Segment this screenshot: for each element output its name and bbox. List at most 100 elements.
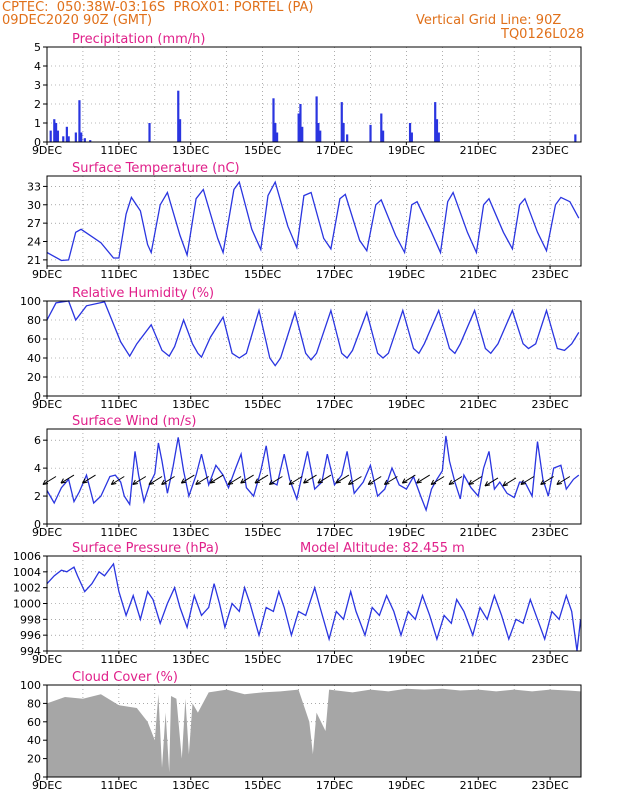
- wind-arrow-head: [317, 478, 323, 484]
- precip-bar: [74, 132, 77, 142]
- x-tick-label: 13DEC: [172, 144, 209, 157]
- precip-bar: [89, 140, 92, 142]
- precip-bar: [437, 132, 440, 142]
- x-tick-label: 9DEC: [32, 144, 62, 157]
- wind-arrow-head: [82, 478, 88, 484]
- x-tick-label: 15DEC: [244, 268, 281, 281]
- precip-bar: [408, 123, 412, 142]
- wind-arrow-shaft: [384, 476, 398, 485]
- y-tick-label: 3: [34, 79, 41, 92]
- x-tick-label: 21DEC: [460, 268, 497, 281]
- y-tick-label: 1: [34, 117, 41, 130]
- y-tick-label: 1002: [13, 582, 41, 595]
- precip-bar: [54, 123, 58, 142]
- wind-arrow: [227, 476, 242, 485]
- precip-bar: [381, 130, 385, 142]
- wind-arrow: [367, 476, 382, 485]
- wind-arrow: [161, 476, 175, 485]
- x-tick-label: 21DEC: [460, 526, 497, 539]
- y-tick-label: 996: [20, 629, 41, 642]
- wind-arrow-shaft: [502, 477, 517, 487]
- panel-4: 994 996 998 1000 1002 1004 1006 9DEC 11DEC 13DEC 1…: [13, 541, 582, 666]
- x-tick-label: 11DEC: [100, 653, 137, 666]
- x-tick-label: 19DEC: [388, 144, 425, 157]
- x-tick-label: 23DEC: [532, 779, 569, 792]
- precip-bar: [148, 123, 151, 142]
- panel-title: Surface Temperature (nC): [72, 161, 240, 176]
- y-tick-label: 20: [27, 753, 41, 766]
- wind-arrow-shaft: [181, 474, 195, 484]
- y-tick-label: 30: [27, 199, 41, 212]
- x-tick-label: 11DEC: [100, 526, 137, 539]
- wind-arrow: [347, 476, 362, 485]
- y-tick-label: 0: [34, 771, 41, 784]
- wind-arrow-head: [180, 478, 187, 484]
- wind-arrow: [502, 477, 517, 487]
- wind-arrow-shaft: [348, 476, 362, 485]
- wind-arrow-shaft: [416, 474, 430, 484]
- wind-arrow-head: [401, 478, 408, 484]
- wind_speed-line: [46, 435, 580, 513]
- y-tick-label: 1000: [13, 598, 41, 611]
- wind-arrow-head: [227, 479, 234, 485]
- x-tick-label: 9DEC: [32, 398, 62, 411]
- wind-arrow: [42, 476, 57, 485]
- wind-arrow-shaft: [254, 474, 269, 484]
- precip-bar: [315, 96, 318, 142]
- wind-arrow-head: [367, 479, 374, 485]
- wind-arrow: [82, 474, 96, 484]
- wind-arrow-shaft: [303, 474, 317, 484]
- wind-arrow-head: [416, 478, 422, 484]
- wind-arrow-shaft: [209, 474, 224, 484]
- wind-arrow-head: [347, 479, 354, 485]
- wind-arrow: [195, 476, 209, 485]
- x-tick-label: 13DEC: [172, 398, 209, 411]
- wind-arrow-shaft: [161, 476, 175, 485]
- x-tick-label: 21DEC: [460, 779, 497, 792]
- precip-bar: [275, 132, 279, 142]
- cloud-cover-area: [47, 688, 581, 777]
- wind-arrow: [416, 474, 430, 484]
- x-tick-label: 9DEC: [32, 268, 62, 281]
- wind-arrow-shaft: [148, 476, 163, 485]
- wind-arrow: [401, 474, 416, 484]
- wind-arrow-shaft: [132, 476, 147, 485]
- x-tick-label: 23DEC: [532, 653, 569, 666]
- precip-bar: [574, 134, 577, 142]
- y-tick-label: 33: [27, 180, 41, 193]
- y-tick-label: 4: [34, 60, 41, 73]
- panel-1: 21 24 27 30 33 9DEC 11DEC 13DEC 15DEC 17DEC 19DEC 2…: [27, 161, 582, 281]
- wind-arrow: [303, 474, 317, 484]
- wind-arrow-shaft: [42, 476, 57, 485]
- precip-bar: [272, 98, 275, 142]
- wind-arrow-shaft: [484, 477, 499, 487]
- panel-title: Surface Pressure (hPa): [72, 541, 219, 556]
- x-tick-label: 9DEC: [32, 526, 62, 539]
- precip-bar: [410, 132, 413, 142]
- y-tick-label: 80: [27, 314, 41, 327]
- temperature-line: [46, 180, 580, 262]
- y-tick-label: 2: [34, 98, 41, 111]
- x-tick-label: 9DEC: [32, 653, 62, 666]
- y-tick-label: 6: [34, 434, 41, 447]
- y-tick-label: 20: [27, 371, 41, 384]
- x-tick-label: 19DEC: [388, 526, 425, 539]
- wind-arrow-head: [288, 479, 295, 485]
- wind-arrow-shaft: [430, 476, 445, 485]
- pressure-line: [46, 562, 582, 652]
- precip-bar: [67, 136, 70, 142]
- precip-bar: [435, 119, 439, 142]
- panel-frame: [46, 428, 582, 525]
- precip-bar: [380, 113, 383, 142]
- precip-bar: [340, 102, 343, 142]
- y-tick-label: 100: [20, 679, 41, 692]
- x-tick-label: 13DEC: [172, 526, 209, 539]
- wind-arrow: [484, 477, 499, 487]
- panel-frame: [46, 555, 582, 652]
- wind-arrow: [240, 474, 254, 484]
- wind-arrow-head: [335, 478, 341, 484]
- x-tick-label: 15DEC: [244, 398, 281, 411]
- x-tick-label: 13DEC: [172, 779, 209, 792]
- wind-arrow: [148, 476, 163, 485]
